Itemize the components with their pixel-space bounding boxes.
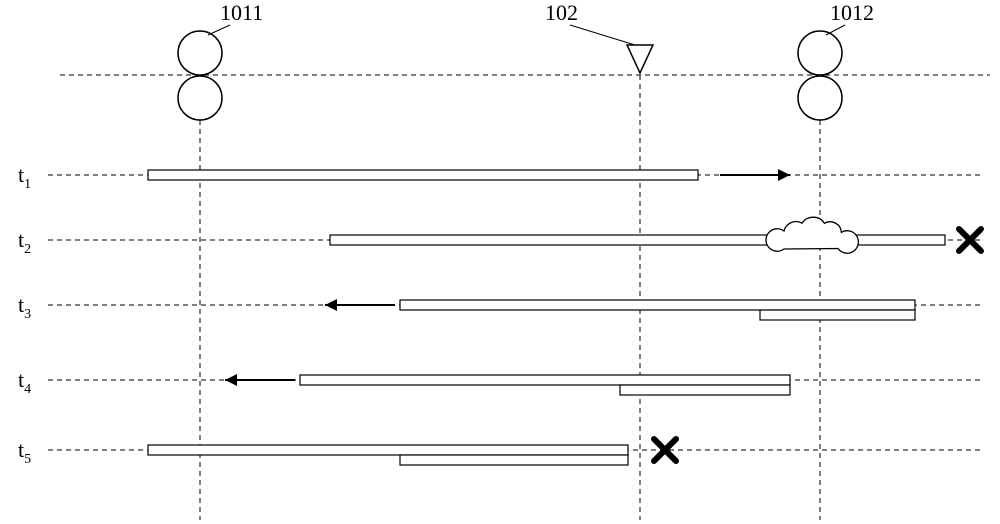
- bar-t1: [148, 170, 698, 180]
- bar-t4-sub: [620, 385, 790, 395]
- bar-t3: [400, 300, 915, 310]
- roller-bottom-right: [798, 76, 842, 120]
- bar-t5: [148, 445, 628, 455]
- arrow-t1-head: [778, 169, 790, 181]
- arrow-t4-head: [225, 374, 237, 386]
- roller-top-left: [178, 31, 222, 75]
- station-label-102: 102: [545, 0, 578, 25]
- arrow-t3-head: [325, 299, 337, 311]
- leader-line-102: [570, 25, 635, 45]
- roller-bottom-left: [178, 76, 222, 120]
- timing-diagram: 1011 102 1012 t1 t2 t3 t4 t5: [0, 0, 1000, 524]
- row-label-t1: t1: [18, 162, 31, 192]
- row-label-t2: t2: [18, 227, 31, 257]
- row-label-t5: t5: [18, 437, 31, 467]
- cutter-triangle: [627, 45, 653, 73]
- jam-cloud: [766, 217, 858, 253]
- bar-t3-sub: [760, 310, 915, 320]
- station-label-1011: 1011: [220, 0, 263, 25]
- roller-top-right: [798, 31, 842, 75]
- bar-t4: [300, 375, 790, 385]
- bar-t5-sub: [400, 455, 628, 465]
- row-label-t3: t3: [18, 292, 31, 322]
- station-label-1012: 1012: [830, 0, 874, 25]
- row-label-t4: t4: [18, 367, 31, 397]
